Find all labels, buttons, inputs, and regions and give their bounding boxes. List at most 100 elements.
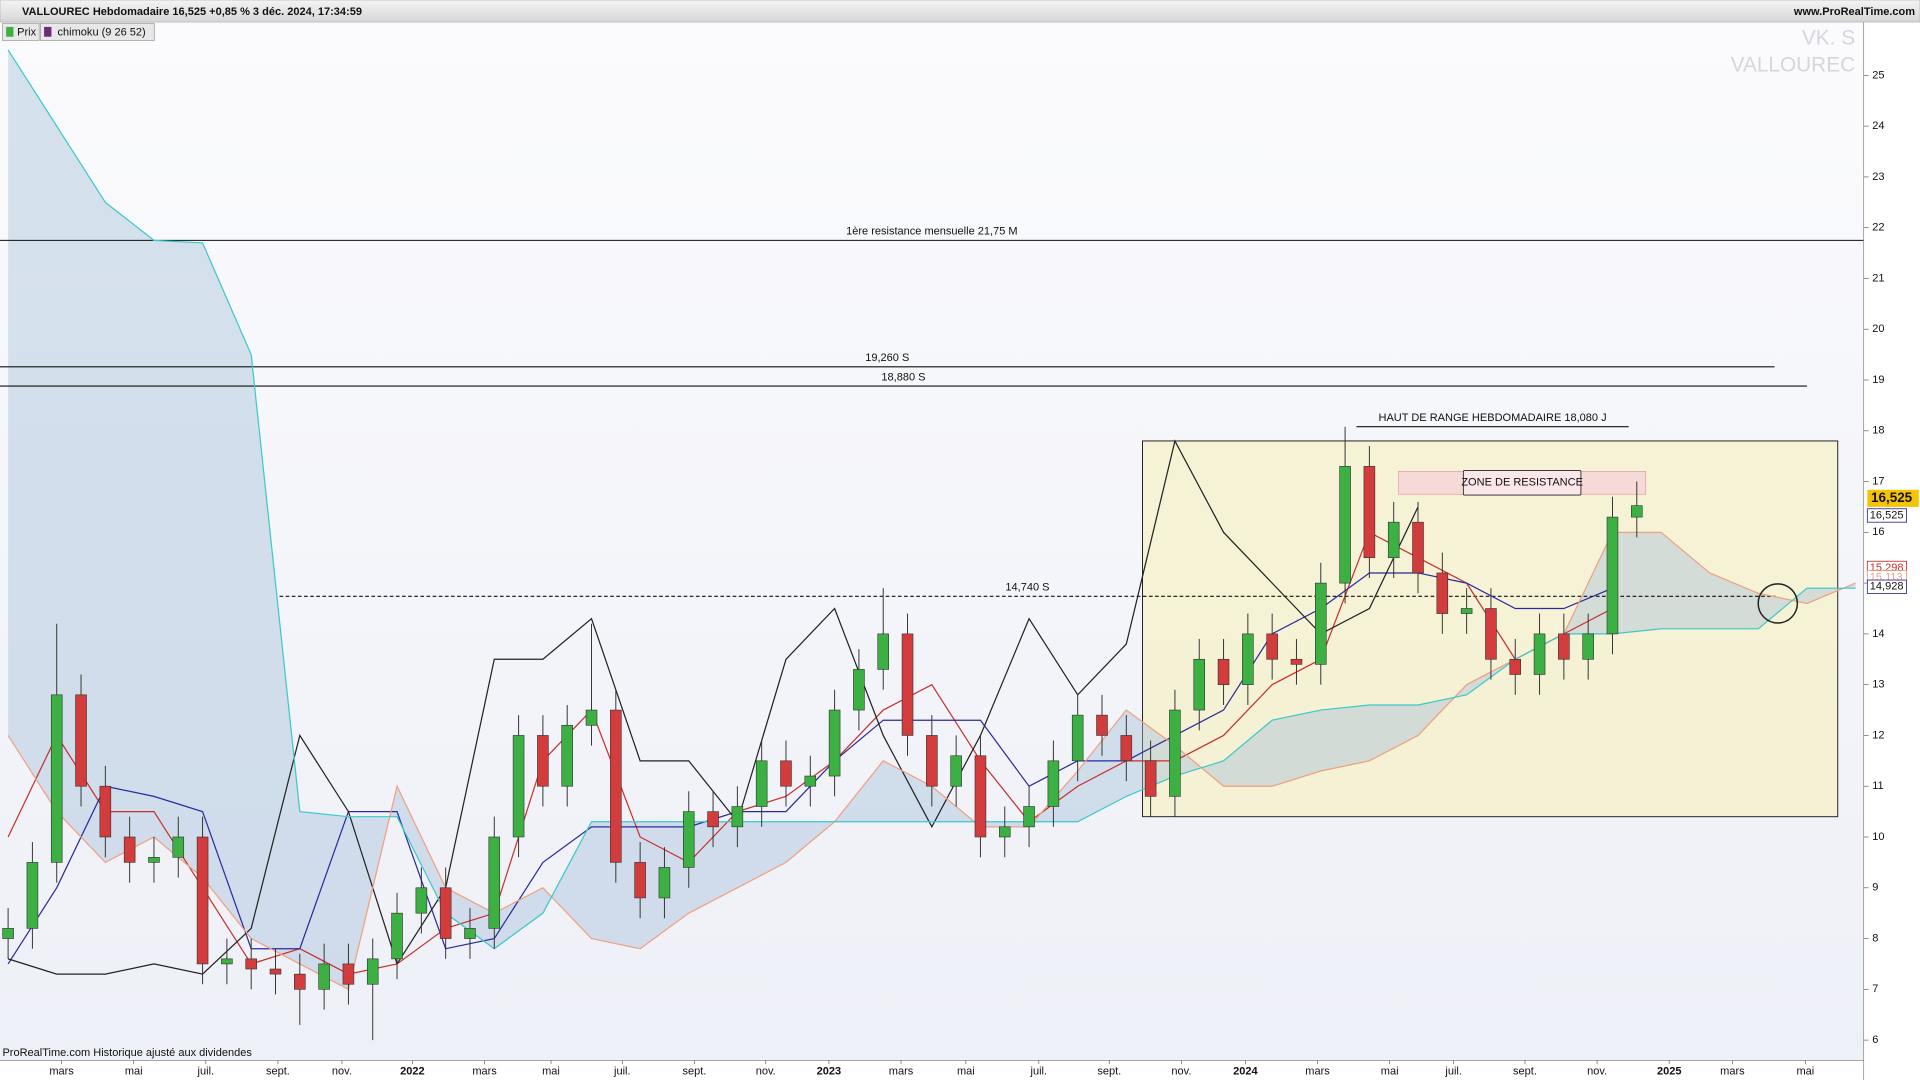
x-tick-label: juil.: [613, 1065, 631, 1077]
y-tick-label: 13: [1872, 679, 1884, 691]
y-tick-label: 18: [1872, 425, 1884, 437]
candle-body: [780, 760, 792, 787]
candle-body: [2, 928, 14, 939]
y-tick-label: 19: [1872, 374, 1884, 386]
x-tick-label: mai: [1796, 1065, 1814, 1077]
candle-body: [1096, 714, 1108, 736]
last-value-badge: [1866, 508, 1907, 523]
y-tick-label: 25: [1872, 69, 1884, 81]
candle-body: [1023, 806, 1035, 828]
candle-body: [50, 694, 63, 863]
candle-body: [1631, 505, 1643, 518]
y-tick-label: 22: [1872, 222, 1884, 234]
y-tick-label: 11: [1872, 780, 1883, 792]
x-tick-label: 2023: [817, 1065, 842, 1077]
y-tick-label: 6: [1872, 1034, 1878, 1046]
x-tick-label: mars: [472, 1065, 497, 1077]
candle-body: [853, 669, 865, 711]
candle-body: [1047, 760, 1060, 807]
x-tick-label: nov.: [332, 1065, 352, 1077]
candle-body: [342, 963, 355, 985]
legend-chip[interactable]: [40, 22, 155, 41]
x-tick-label: sept.: [266, 1065, 290, 1077]
candle-body: [391, 912, 403, 960]
x-tick-label: mai: [1381, 1065, 1399, 1077]
candle-body: [877, 633, 889, 670]
candle-body: [1412, 521, 1424, 574]
candle-body: [1290, 658, 1303, 665]
candle-body: [707, 811, 719, 828]
legend-entry: Prix: [17, 26, 36, 38]
candle-body: [828, 709, 841, 777]
last-value-badge: [1866, 579, 1907, 594]
candle-body: [318, 963, 330, 990]
candle-body: [1606, 516, 1619, 635]
legend-swatch: [6, 26, 14, 37]
last-value-label: 16,525: [1871, 490, 1913, 505]
candle-body: [1315, 582, 1327, 665]
x-axis-band: [0, 1060, 1864, 1080]
candle-body: [1460, 608, 1473, 614]
candle-body: [561, 724, 573, 787]
candle-body: [682, 811, 695, 868]
source: www.ProRealTime.com: [1793, 6, 1915, 18]
candle-body: [294, 973, 306, 990]
candle-body: [1436, 572, 1449, 614]
candle-body: [804, 775, 817, 787]
level-label: 18,880 S: [881, 371, 925, 383]
y-tick-label: 12: [1872, 729, 1884, 741]
x-tick-label: mars: [49, 1065, 74, 1077]
x-tick-label: sept.: [1513, 1065, 1537, 1077]
candle-body: [658, 867, 671, 899]
candle-body: [1558, 633, 1570, 660]
y-tick-label: 14: [1872, 628, 1884, 640]
x-tick-label: 2024: [1233, 1065, 1258, 1077]
level-label: HAUT DE RANGE HEBDOMADAIRE 18,080 J: [1378, 412, 1606, 424]
candle-body: [634, 862, 646, 899]
indicator-line: [7, 49, 1856, 950]
x-tick-label: nov.: [1587, 1065, 1607, 1077]
candle-body: [537, 735, 549, 787]
candle-body: [196, 836, 209, 965]
x-tick-label: juil.: [1444, 1065, 1462, 1077]
x-tick-label: sept.: [682, 1065, 706, 1077]
candle-body: [998, 826, 1011, 838]
candle-body: [926, 735, 938, 787]
candle-body: [1169, 709, 1181, 797]
x-tick-label: sept.: [1097, 1065, 1121, 1077]
candle-body: [950, 755, 962, 787]
candle-body: [1242, 633, 1254, 685]
y-tick-label: 7: [1872, 983, 1878, 995]
candle-body: [1363, 466, 1376, 559]
x-tick-label: nov.: [756, 1065, 776, 1077]
candle-body: [901, 633, 914, 736]
x-tick-label: mai: [542, 1065, 560, 1077]
candle-body: [1266, 633, 1278, 660]
candle-body: [1144, 760, 1157, 797]
legend-entry: chimoku (9 26 52): [58, 26, 146, 38]
candle-body: [148, 856, 160, 863]
candle-body: [610, 709, 622, 863]
last-value-label: 16,525: [1870, 509, 1904, 521]
x-tick-label: 2022: [400, 1065, 425, 1077]
x-tick-label: juil.: [1030, 1065, 1048, 1077]
candle-body: [26, 862, 39, 929]
candle-body: [1071, 714, 1084, 762]
candle-body: [245, 958, 257, 970]
y-tick-label: 9: [1872, 882, 1878, 894]
candle-body: [366, 958, 379, 985]
y-tick-label: 16: [1872, 526, 1884, 538]
x-tick-label: juil.: [197, 1065, 215, 1077]
y-tick-label: 17: [1872, 475, 1884, 487]
candle-body: [1339, 466, 1351, 584]
zone-label-box: [1462, 470, 1582, 496]
level-label: 14,740 S: [1005, 582, 1049, 594]
candle-body: [123, 836, 136, 863]
candle-body: [1533, 633, 1546, 675]
candle-body: [221, 958, 233, 965]
legend-swatch: [44, 26, 52, 37]
candle-body: [1582, 633, 1594, 660]
y-tick-label: 23: [1872, 171, 1884, 183]
x-tick-label: 2025: [1657, 1065, 1682, 1077]
